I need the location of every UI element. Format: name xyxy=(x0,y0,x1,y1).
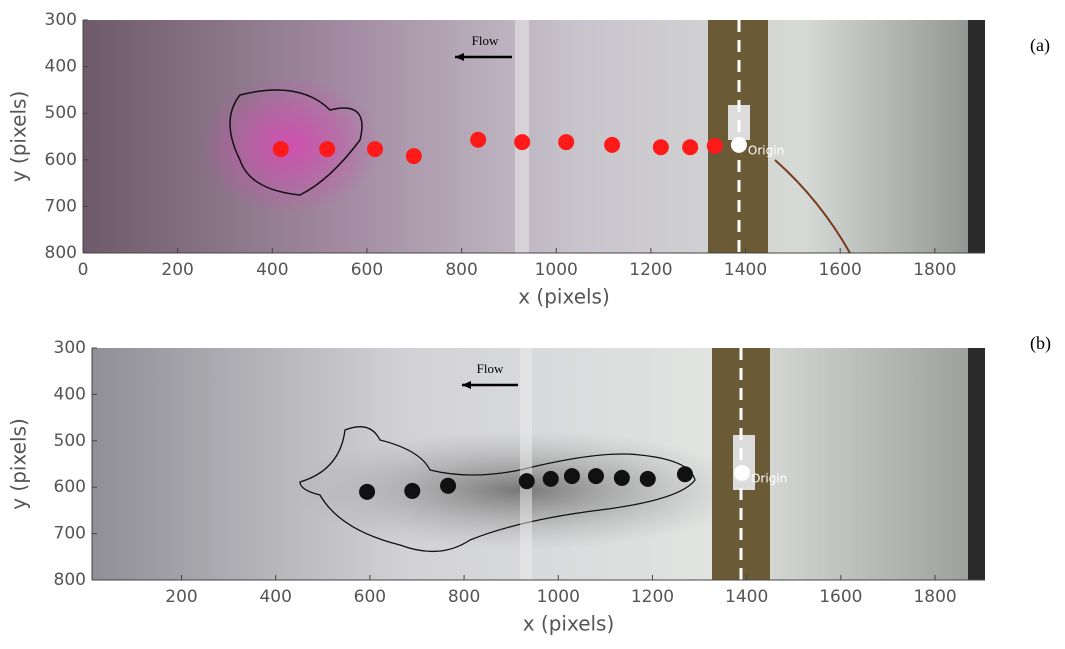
y-tick-label: 500 xyxy=(54,431,86,451)
x-tick-label: 400 xyxy=(256,260,288,280)
point xyxy=(653,139,669,155)
photo-b xyxy=(92,348,985,580)
x-tick-label: 1200 xyxy=(631,587,674,607)
point xyxy=(440,478,456,494)
x-tick-label: 1600 xyxy=(819,587,862,607)
x-tick-label: 200 xyxy=(165,587,197,607)
point xyxy=(367,141,383,157)
y-tick-label: 700 xyxy=(54,524,86,544)
x-tick-label: 200 xyxy=(161,260,193,280)
y-tick-label: 700 xyxy=(45,196,77,216)
point xyxy=(470,132,486,148)
x-tick-label: 1800 xyxy=(913,587,956,607)
x-tick-label: 1200 xyxy=(629,260,672,280)
y-axis-label: y (pixels) xyxy=(7,418,31,510)
point xyxy=(558,134,574,150)
y-tick-label: 500 xyxy=(45,103,77,123)
flow-label: Flow xyxy=(477,361,504,376)
y-tick-label: 800 xyxy=(54,570,86,590)
x-tick-label: 400 xyxy=(259,587,291,607)
point xyxy=(514,134,530,150)
point xyxy=(564,468,580,484)
y-tick-label: 800 xyxy=(45,243,77,263)
point xyxy=(404,483,420,499)
panel-label: (a) xyxy=(1030,35,1050,56)
point xyxy=(734,465,750,481)
x-tick-label: 1000 xyxy=(535,260,578,280)
x-tick-label: 1600 xyxy=(819,260,862,280)
y-tick-label: 400 xyxy=(54,384,86,404)
point xyxy=(640,471,656,487)
x-tick-label: 1000 xyxy=(537,587,580,607)
x-tick-label: 0 xyxy=(78,260,89,280)
point xyxy=(519,473,535,489)
point xyxy=(273,141,289,157)
point xyxy=(406,148,422,164)
figure: 0 200 400 600 800 1000 1200 1400 1600 1800 300 400 5… xyxy=(0,0,1065,649)
y-tick-label: 600 xyxy=(54,477,86,497)
x-tick-label: 1800 xyxy=(913,260,956,280)
y-tick-label: 600 xyxy=(45,150,77,170)
x-axis-label: x (pixels) xyxy=(523,612,615,636)
y-tick-label: 300 xyxy=(54,338,86,358)
point xyxy=(604,137,620,153)
point xyxy=(359,484,375,500)
origin-label: Origin xyxy=(751,471,787,485)
x-tick-label: 1400 xyxy=(724,260,767,280)
point xyxy=(731,137,747,153)
origin-label: Origin xyxy=(748,143,784,157)
point xyxy=(682,139,698,155)
point xyxy=(614,470,630,486)
y-axis-label: y (pixels) xyxy=(7,91,31,183)
flow-label: Flow xyxy=(472,33,499,48)
x-tick-label: 800 xyxy=(448,587,480,607)
x-tick-label: 800 xyxy=(445,260,477,280)
y-tick-label: 300 xyxy=(45,10,77,30)
point xyxy=(677,466,693,482)
point xyxy=(707,138,723,154)
x-tick-label: 1400 xyxy=(725,587,768,607)
photo-a xyxy=(83,20,985,253)
point xyxy=(588,468,604,484)
panel-label: (b) xyxy=(1030,333,1051,354)
x-tick-label: 600 xyxy=(351,260,383,280)
point xyxy=(543,471,559,487)
y-tick-label: 400 xyxy=(45,57,77,77)
point xyxy=(319,141,335,157)
x-axis-label: x (pixels) xyxy=(518,285,610,309)
x-tick-label: 600 xyxy=(354,587,386,607)
